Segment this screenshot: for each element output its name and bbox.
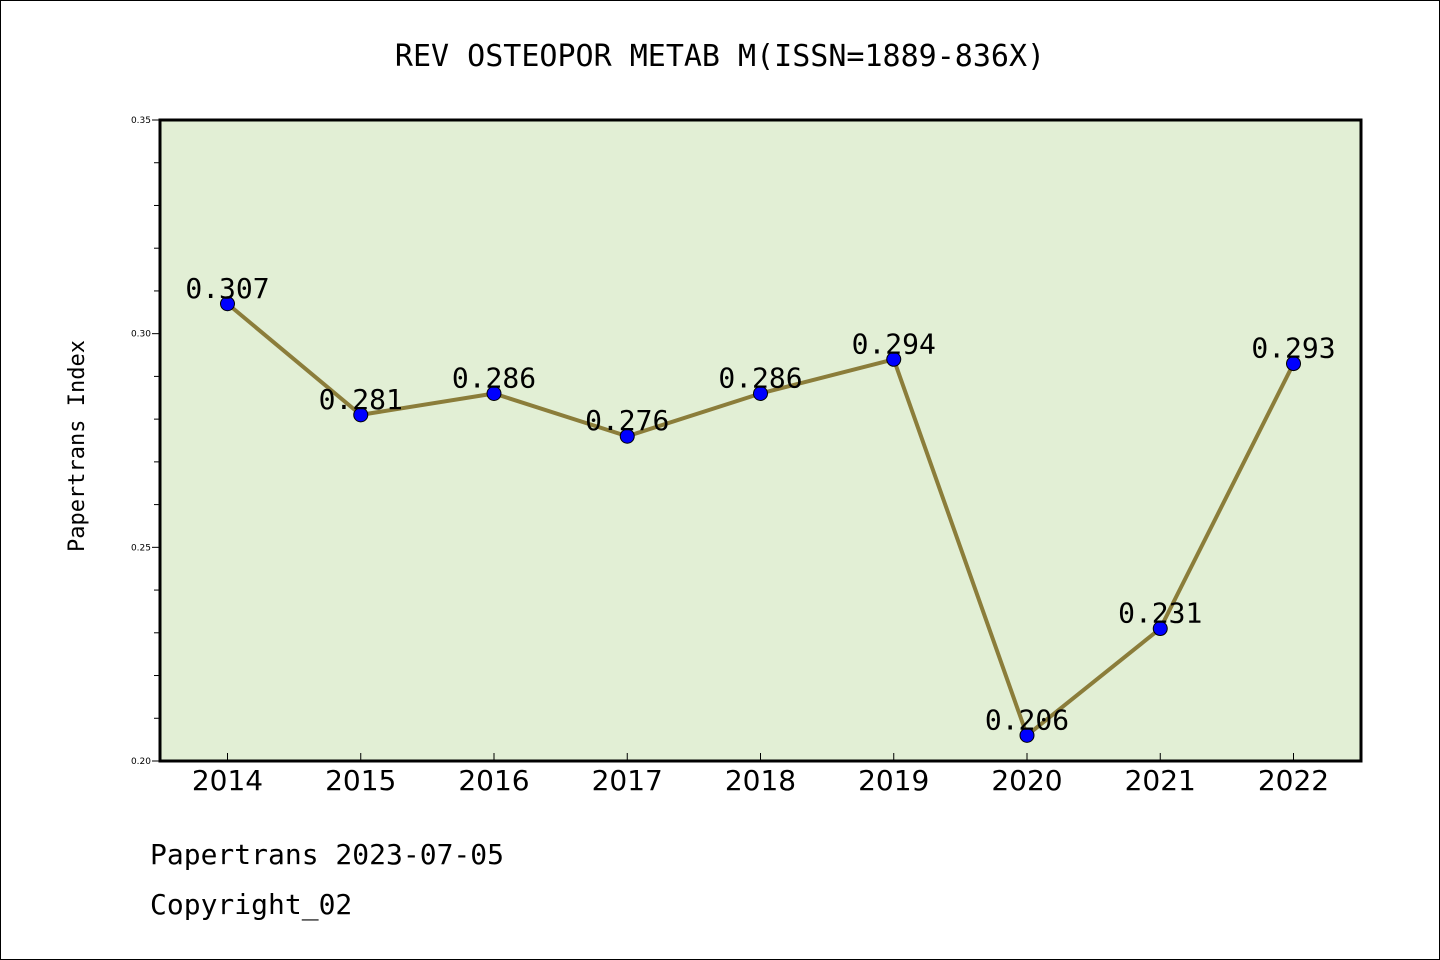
y-axis: 0.20 0.25 0.30 0.35 <box>131 116 160 767</box>
data-point <box>1152 621 1168 637</box>
data-label: 0.286 <box>718 361 802 394</box>
data-point <box>1286 356 1301 372</box>
x-tick-label: 2022 <box>1258 764 1329 797</box>
data-label: 0.307 <box>185 272 269 305</box>
x-tick-label: 2014 <box>192 764 263 797</box>
x-tick-label: 2019 <box>858 764 929 797</box>
x-tick-label: 2017 <box>592 764 663 797</box>
data-label: 0.281 <box>319 383 403 416</box>
footer-date: Papertrans 2023-07-05 <box>150 838 504 871</box>
data-point <box>753 385 768 401</box>
data-point <box>619 428 635 444</box>
data-point <box>1019 727 1035 743</box>
data-label: 0.231 <box>1118 597 1202 630</box>
x-tick-label: 2015 <box>325 764 396 797</box>
data-labels-group: 0.307 0.281 0.286 0.276 0.286 0.294 0.206 0.231… <box>185 272 1335 737</box>
data-label: 0.206 <box>985 703 1069 736</box>
data-label: 0.294 <box>852 327 936 360</box>
footer-copyright: Copyright_02 <box>150 888 352 922</box>
data-label: 0.286 <box>452 361 536 394</box>
y-tick-label: 0.30 <box>131 330 151 340</box>
data-point <box>486 385 502 401</box>
y-tick-label: 0.20 <box>131 757 151 767</box>
data-point <box>353 407 369 423</box>
series-group <box>220 296 1301 743</box>
x-tick-label: 2021 <box>1125 764 1196 797</box>
plot-area <box>158 118 1363 763</box>
data-label: 0.293 <box>1251 332 1335 365</box>
data-point <box>220 296 235 312</box>
chart-title: REV OSTEOPOR METAB M(ISSN=1889-836X) <box>395 39 1045 74</box>
y-tick-label: 0.25 <box>131 543 151 553</box>
data-label: 0.276 <box>585 404 669 437</box>
x-tick-label: 2020 <box>991 764 1062 797</box>
x-axis: 2014 2015 2016 2017 2018 2019 2020 2021 2022 <box>192 753 1329 797</box>
y-tick-label: 0.35 <box>131 116 151 126</box>
data-point <box>886 351 902 367</box>
x-tick-label: 2016 <box>458 764 529 797</box>
y-axis-label: Papertrans Index <box>65 340 90 552</box>
x-tick-label: 2018 <box>725 764 796 797</box>
